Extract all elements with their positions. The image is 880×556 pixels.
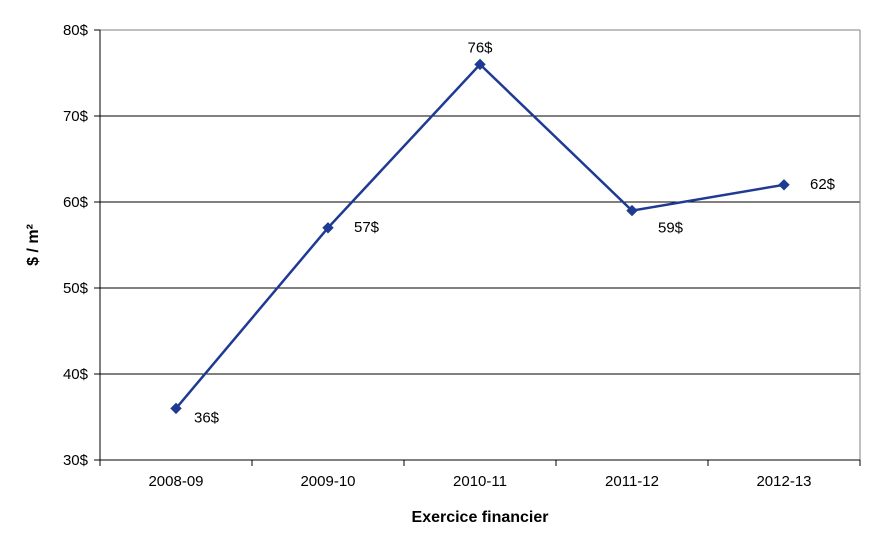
data-label: 62$ xyxy=(810,176,836,193)
y-axis-title: $ / m² xyxy=(25,224,42,266)
xtick-label: 2009-10 xyxy=(300,473,355,490)
ytick-label: 80$ xyxy=(63,22,89,39)
ytick-label: 70$ xyxy=(63,108,89,125)
data-label: 59$ xyxy=(658,220,684,237)
data-label: 76$ xyxy=(467,39,493,56)
line-chart: 30$ 40$ 50$ 60$ 70$ 80$ 2008-09 2009-10 2010-11 2… xyxy=(0,0,880,556)
x-axis-title: Exercice financier xyxy=(412,509,549,526)
data-marker xyxy=(779,180,789,190)
ytick-label: 50$ xyxy=(63,280,89,297)
y-axis-title-group: $ / m² xyxy=(25,224,42,266)
ytick-label: 40$ xyxy=(63,366,89,383)
xtick-label: 2008-09 xyxy=(148,473,203,490)
data-label: 36$ xyxy=(194,409,220,426)
ytick-label: 60$ xyxy=(63,194,89,211)
ytick-label: 30$ xyxy=(63,452,89,469)
xtick-label: 2012-13 xyxy=(756,473,811,490)
chart-svg: 30$ 40$ 50$ 60$ 70$ 80$ 2008-09 2009-10 2010-11 2… xyxy=(0,0,880,556)
xtick-label: 2010-11 xyxy=(453,473,507,490)
xtick-label: 2011-12 xyxy=(605,473,659,490)
data-label: 57$ xyxy=(354,219,380,236)
